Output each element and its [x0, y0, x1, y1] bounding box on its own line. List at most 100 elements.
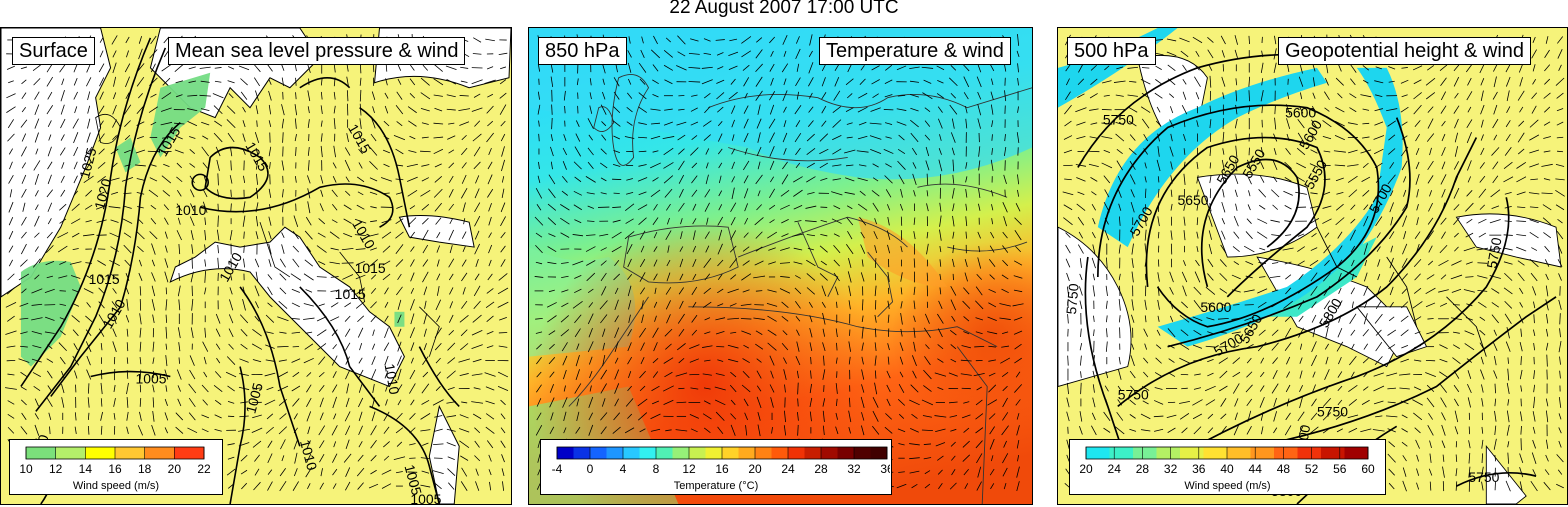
wind-vector — [861, 356, 864, 365]
wind-vector — [1258, 189, 1267, 198]
wind-vector — [1221, 201, 1226, 213]
wind-vector — [1231, 331, 1241, 334]
wind-vector — [1322, 120, 1332, 128]
wind-vector — [175, 426, 184, 434]
wind-vector — [1003, 482, 1007, 490]
wind-vector — [535, 424, 543, 436]
wind-vector — [1260, 147, 1264, 156]
wind-vector — [358, 411, 363, 422]
wind-vector — [152, 397, 155, 408]
wind-vector — [703, 427, 711, 434]
wind-vector — [34, 274, 40, 280]
wind-vector — [1220, 35, 1226, 45]
wind-vector — [613, 273, 621, 281]
wind-vector — [755, 90, 763, 101]
wind-vector — [381, 469, 392, 475]
wind-vector — [1491, 288, 1500, 294]
wind-vector — [110, 219, 119, 223]
wind-vector — [857, 177, 868, 182]
wind-vector — [965, 188, 968, 198]
wind-vector — [1428, 245, 1433, 253]
wind-vector — [624, 203, 635, 212]
wind-vector — [1284, 220, 1292, 223]
wind-vector — [357, 327, 364, 338]
wind-vector — [665, 343, 672, 350]
wind-vector — [535, 261, 543, 265]
wind-vector — [627, 413, 633, 419]
wind-vector — [1507, 368, 1510, 381]
wind-vector — [1183, 161, 1186, 170]
wind-vector — [1259, 385, 1265, 392]
wind-vector — [965, 176, 968, 183]
wind-vector — [317, 232, 326, 238]
wind-vector — [409, 327, 415, 339]
wind-vector — [810, 370, 812, 379]
wind-vector — [819, 133, 829, 142]
wind-vector — [460, 455, 469, 461]
wind-vector — [729, 245, 737, 253]
wind-vector — [138, 36, 143, 44]
wind-vector — [1334, 134, 1345, 141]
wind-vector — [277, 371, 289, 378]
wind-vector — [1429, 190, 1433, 197]
wind-vector — [1544, 64, 1551, 72]
wind-vector — [701, 79, 713, 85]
wind-vector — [1362, 190, 1370, 197]
wind-vector — [912, 355, 917, 367]
wind-vector — [796, 341, 800, 352]
wind-vector — [1532, 439, 1536, 449]
wind-vector — [783, 357, 787, 364]
wind-vector — [1193, 426, 1202, 435]
wind-vector — [488, 259, 492, 267]
wind-vector — [1494, 455, 1497, 462]
wind-vector — [718, 229, 723, 241]
wind-vector — [1231, 274, 1241, 280]
wind-vector — [204, 271, 206, 283]
wind-vector — [547, 261, 557, 265]
wind-vector — [420, 413, 431, 420]
isobar-contour-label: 1025 — [76, 146, 100, 180]
wind-vector — [768, 118, 776, 129]
wind-vector — [951, 469, 956, 476]
wind-vector — [1388, 316, 1395, 322]
wind-vector — [835, 357, 838, 364]
wind-vector — [1231, 289, 1241, 293]
wind-vector — [332, 371, 337, 379]
wind-vector — [1001, 425, 1009, 436]
wind-vector — [1106, 328, 1108, 338]
wind-vector — [1400, 106, 1409, 113]
wind-vector — [1335, 217, 1345, 226]
wind-vector — [1493, 355, 1497, 366]
wind-vector — [46, 370, 53, 379]
wind-vector — [319, 203, 324, 212]
wind-vector — [126, 50, 129, 58]
wind-vector — [1389, 286, 1394, 296]
wind-vector — [21, 216, 27, 226]
wind-vector — [319, 412, 324, 421]
wind-vector — [1311, 398, 1317, 407]
wind-vector — [370, 301, 377, 309]
wind-vector — [1323, 300, 1331, 310]
wind-vector — [1002, 467, 1008, 477]
wind-vector — [99, 50, 104, 58]
wind-vector — [395, 244, 404, 254]
wind-vector — [599, 162, 608, 169]
wind-vector — [1465, 63, 1473, 73]
wind-vector — [59, 303, 67, 306]
wind-vector — [385, 64, 388, 72]
wind-vector — [965, 162, 968, 169]
wind-vector — [1529, 134, 1540, 141]
wind-vector — [1389, 202, 1394, 213]
wind-vector — [834, 76, 840, 87]
wind-vector — [203, 356, 207, 365]
wind-vector — [1131, 299, 1134, 311]
wind-vector — [471, 344, 483, 350]
wind-vector — [703, 400, 711, 405]
wind-vector — [125, 76, 130, 88]
wind-vector — [1091, 231, 1096, 239]
wind-vector — [1481, 439, 1484, 449]
wind-vector — [900, 245, 903, 253]
wind-vector — [716, 79, 725, 84]
wind-vector — [449, 301, 453, 309]
wind-vector — [1002, 397, 1008, 408]
